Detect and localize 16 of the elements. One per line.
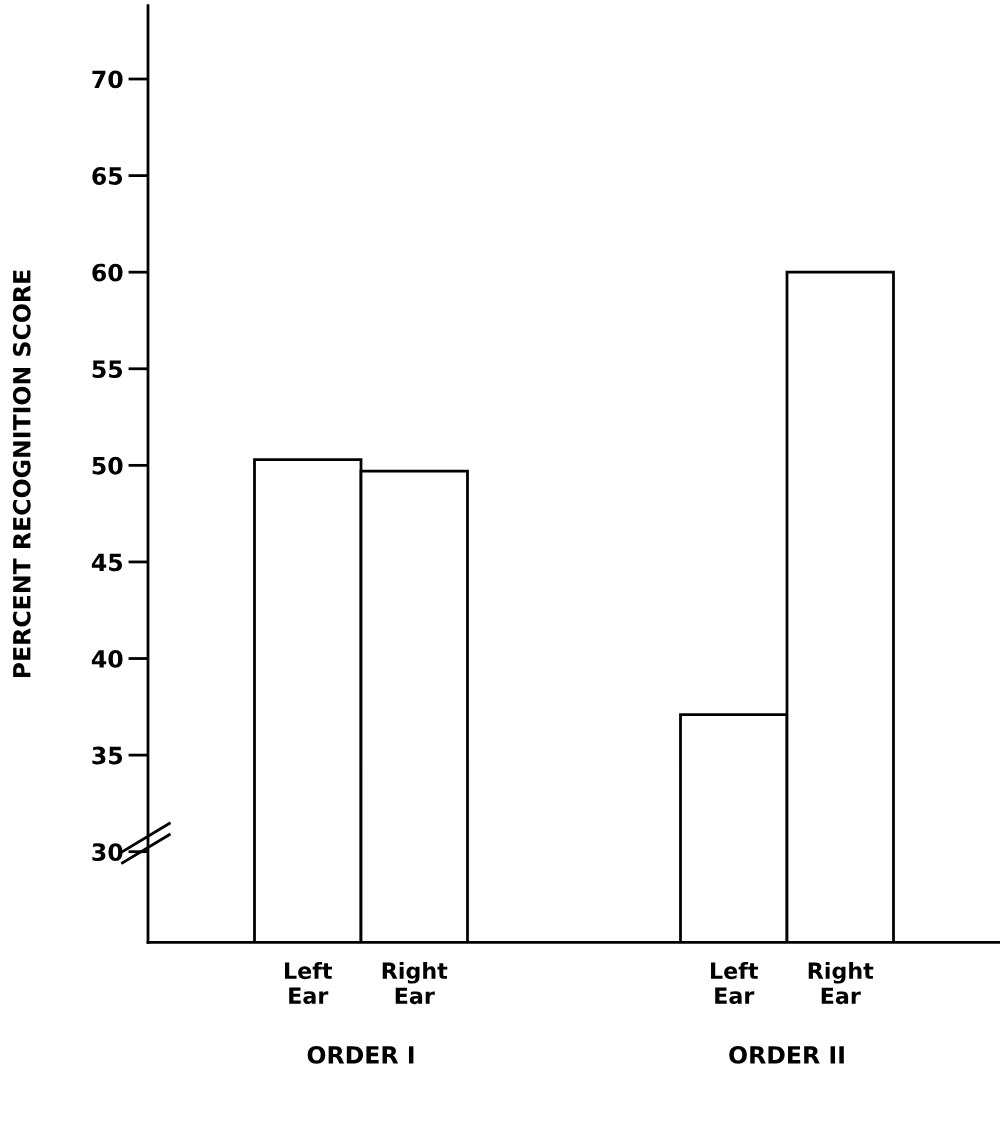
text: ORDER I xyxy=(307,1045,414,1064)
y-tick-label: 50 xyxy=(92,456,123,475)
x-tick-label: Left Ear xyxy=(711,961,758,1005)
y-axis-title: PERCENT RECOGNITION SCORE xyxy=(12,270,31,678)
y-tick-label: 45 xyxy=(91,553,123,572)
y-tick-label: 60 xyxy=(92,263,123,282)
text: ORDER II xyxy=(729,1045,844,1064)
y-tick-label: 70 xyxy=(92,70,123,89)
y-tick-label: 30 xyxy=(92,843,123,861)
y-tick-label: 55 xyxy=(92,360,123,379)
y-tick-label: 40 xyxy=(91,649,123,668)
x-tick-label: Left Ear xyxy=(285,961,332,1005)
y-tick-label: 65 xyxy=(92,167,123,185)
x-tick-label: Right Ear xyxy=(808,961,874,1005)
y-tick-label: 35 xyxy=(92,746,123,765)
x-tick-label: Right Ear xyxy=(382,961,448,1005)
